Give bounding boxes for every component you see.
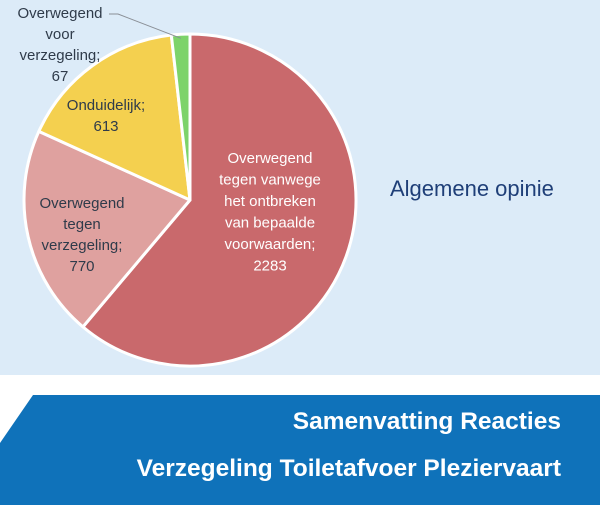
pie-slice-label-1: Overwegend tegen verzegeling; 770 [39,195,124,275]
pie-slice-1 [22,129,192,329]
leader-line [109,13,182,39]
chart-panel: Overwegend tegen vanwege het ontbreken van … [0,0,600,375]
pie-slice-label-2: Onduidelijk; 613 [67,97,145,135]
title-banner: Samenvatting Reacties Verzegeling Toilet… [0,395,600,505]
banner-shape [0,395,600,505]
pie-slice-2 [37,33,192,202]
pie-slice-0 [81,32,358,368]
pie-slice-label-3: Overwegend voor verzegeling; 67 [17,5,102,85]
chart-title: Algemene opinie [390,176,554,201]
banner-title-line-2: Verzegeling Toiletafvoer Pleziervaart [136,455,561,482]
banner-title-line-1: Samenvatting Reacties [292,408,561,435]
pie-slice-label-0: Overwegend tegen vanwege het ontbreken van … [219,150,321,275]
pie-chart: Overwegend tegen vanwege het ontbreken van … [17,5,358,368]
